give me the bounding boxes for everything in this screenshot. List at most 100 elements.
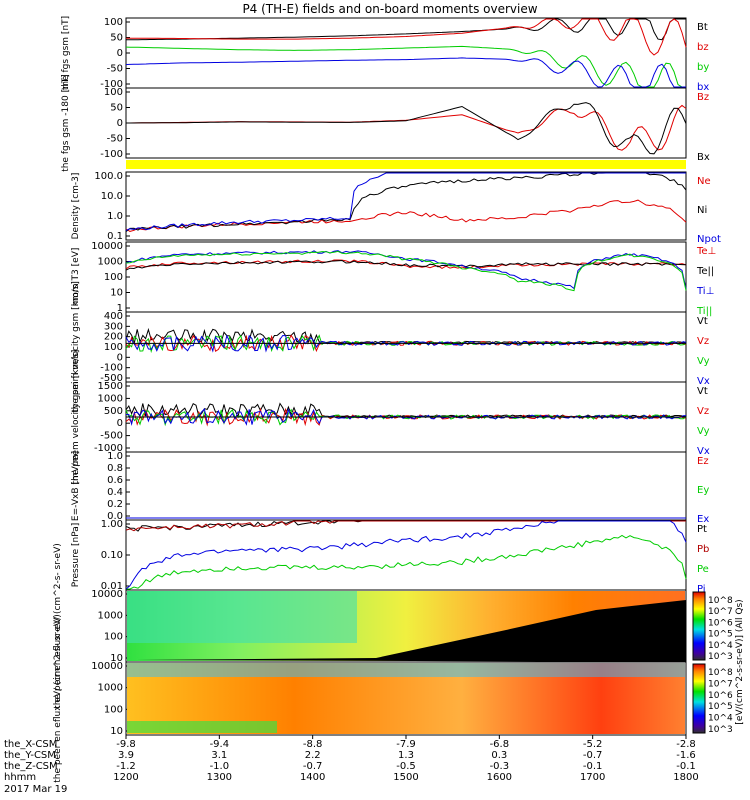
x-row-label: hhmm xyxy=(4,772,36,783)
y-tick-label: 10000 xyxy=(91,661,123,672)
y-tick-label: 1000 xyxy=(98,683,123,694)
y-axis-label: E=-VxB [mV/m] xyxy=(71,451,81,521)
y-tick-label: -500 xyxy=(100,373,123,384)
legend-Vt: Vt xyxy=(697,316,708,327)
y-tick-label: -1000 xyxy=(94,443,123,454)
colorbar-tick-label: 10^4 xyxy=(708,714,733,724)
x-tick-label: -0.5 xyxy=(396,761,416,772)
panel-frame xyxy=(125,17,687,89)
x-tick-label: -1.2 xyxy=(116,761,136,772)
y-axis-label: the peim velocity gsm [km/s] xyxy=(71,281,81,413)
panel-5: the peem velocity gsm [km/s] 150010005000… xyxy=(71,350,710,485)
x-tick-label: 1.3 xyxy=(398,750,414,761)
series-Vy xyxy=(125,408,687,427)
heatmap-dark-region xyxy=(136,600,686,662)
series-Ne xyxy=(125,199,687,232)
y-axis-label: the peer en eflux eV/ (cm^2-s- sr-eV) xyxy=(53,614,63,783)
legend-bx: bx xyxy=(697,82,709,93)
x-tick-label: -0.3 xyxy=(490,761,510,772)
y-tick-label: -100 xyxy=(100,363,123,374)
colorbar xyxy=(692,663,706,734)
legend-Bz: Bz xyxy=(697,92,709,103)
y-tick-label: 0.1 xyxy=(107,231,123,242)
x-tick-label: 1200 xyxy=(113,772,138,783)
y-tick-label: 100 xyxy=(104,342,123,353)
colorbar-tick-label: 10^6 xyxy=(708,691,733,701)
y-tick-label: 100 xyxy=(104,272,123,283)
heatmap-bottom-band xyxy=(127,721,277,733)
x-tick-label: -5.2 xyxy=(583,739,603,750)
y-tick-label: 10.0 xyxy=(101,191,123,202)
y-tick-label: 1500 xyxy=(98,381,123,392)
y-tick-label: 10000 xyxy=(91,589,123,600)
y-axis-label: mom T3 [eV] xyxy=(71,248,81,307)
y-tick-label: 0.0 xyxy=(107,511,123,522)
legend-Ti||: Ti|| xyxy=(696,306,712,317)
panel-2: Density [cm-3] 100.0 10.0 1.0 0.1 Ne Ni Npot xyxy=(71,171,721,245)
x-tick-label: -0.1 xyxy=(676,761,696,772)
series-Npot xyxy=(125,172,686,231)
legend-Pb: Pb xyxy=(697,544,709,555)
colorbar-label: [eV/(cm^2-s-sr-eV)] (All Qs) xyxy=(735,599,745,724)
colorbar-tick-label: 10^3 xyxy=(708,652,733,662)
series-by xyxy=(125,45,686,88)
y-tick-label: 1000 xyxy=(98,610,123,621)
legend-Ne: Ne xyxy=(697,176,711,187)
x-tick-label: -0.1 xyxy=(583,761,603,772)
y-tick-label: 0 xyxy=(117,48,123,59)
panel-0: the fgs gsm [nT] 100 50 0 -50 -100 Bt bz by bx xyxy=(61,16,709,93)
x-row-label: the_X-CSM xyxy=(4,739,57,750)
y-tick-label: 10 xyxy=(110,653,123,664)
y-axis-label: Density [cm-3] xyxy=(71,173,81,240)
y-axis-label: the fgs gsm [nT] xyxy=(61,16,71,90)
colorbar-tick-label: 10^7 xyxy=(708,679,733,689)
y-tick-label: -100 xyxy=(100,79,123,90)
x-tick-label: -1.6 xyxy=(676,750,696,761)
y-tick-label: 100 xyxy=(104,632,123,643)
y-tick-label: 0 xyxy=(117,118,123,129)
x-tick-label: -0.7 xyxy=(583,750,603,761)
series-Vt xyxy=(125,402,687,419)
y-tick-label: 50 xyxy=(110,103,123,114)
y-tick-label: 500 xyxy=(104,406,123,417)
y-tick-label: 200 xyxy=(104,332,123,343)
heatmap-cyan-band xyxy=(127,591,357,643)
legend-Ni: Ni xyxy=(697,205,707,216)
series-bz xyxy=(126,18,687,56)
date-label: 2017 Mar 19 xyxy=(4,784,67,795)
y-axis-label: Pressure [nPa] xyxy=(71,523,81,588)
colorbar-tick-label: 10^3 xyxy=(708,725,733,735)
x-tick-label: -7.9 xyxy=(396,739,416,750)
panel-frame xyxy=(125,171,687,241)
legend-Ey: Ey xyxy=(697,485,709,496)
heatmap-top-band xyxy=(127,663,685,677)
y-tick-label: 1.00 xyxy=(101,519,123,530)
y-tick-label: 10000 xyxy=(91,241,123,252)
panel-1: the fgs gsm -180 [nT] 100 50 0 -50 -100 Bz Bx xyxy=(61,74,710,172)
y-tick-label: -50 xyxy=(107,134,123,145)
y-tick-label: 10 xyxy=(110,726,123,737)
colorbar-tick-label: 10^8 xyxy=(708,596,733,606)
y-tick-label: 1.0 xyxy=(107,451,123,462)
x-tick-label: 1300 xyxy=(207,772,232,783)
panel-frame xyxy=(125,311,687,383)
y-tick-label: 0.6 xyxy=(107,475,123,486)
legend-Vz: Vz xyxy=(697,336,709,347)
x-tick-label: 0.3 xyxy=(491,750,507,761)
legend-Pi: Pi xyxy=(697,584,706,595)
x-tick-label: -2.8 xyxy=(676,739,696,750)
x-tick-label: 1400 xyxy=(300,772,325,783)
y-axis-label: the fgs gsm -180 [nT] xyxy=(61,74,71,172)
legend-bz: bz xyxy=(697,42,709,53)
legend-Vz: Vz xyxy=(697,406,709,417)
series-Pi xyxy=(125,520,687,590)
panel-6: E=-VxB [mV/m] 1.00.80.60.40.20.0 Ez Ey Ex xyxy=(71,451,709,525)
y-tick-label: 0.2 xyxy=(107,499,123,510)
series-Ni xyxy=(125,172,687,232)
legend-Ez: Ez xyxy=(697,456,709,467)
x-row-label: the_Z-CSM xyxy=(4,761,58,772)
x-tick-label: 3.9 xyxy=(118,750,134,761)
panel-8: the peir en eflux eV/ (cm^2-s- sr-eV) 100… xyxy=(53,543,745,724)
y-tick-label: 300 xyxy=(104,321,123,332)
